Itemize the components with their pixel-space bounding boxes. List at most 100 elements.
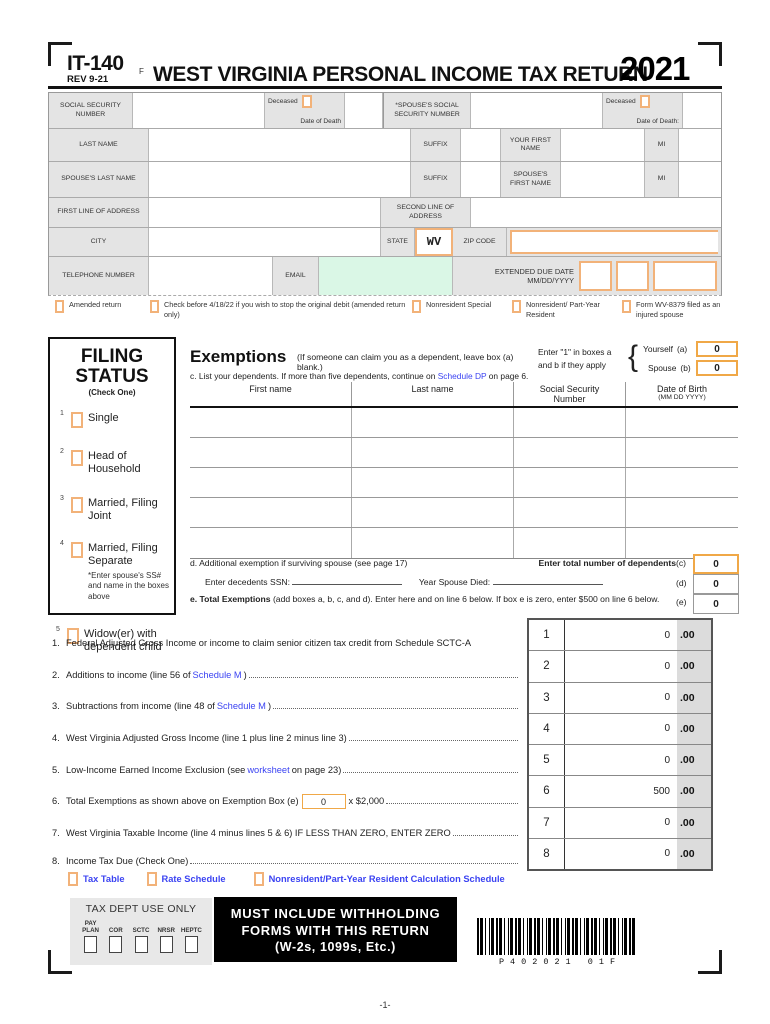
dependent-ssn-input[interactable]: [514, 437, 626, 467]
spouse-deceased-checkbox[interactable]: [639, 95, 650, 108]
spouse-label: Spouse: [648, 363, 677, 373]
line-e-text: (add boxes a, b, c, and d). Enter here a…: [272, 594, 660, 604]
cor-checkbox[interactable]: [109, 936, 123, 953]
exemption-a-input[interactable]: 0: [696, 341, 738, 357]
dependents-instruction-prefix: c. List your dependents. If more than fi…: [190, 371, 436, 381]
dependent-dob-input[interactable]: [626, 498, 738, 527]
dependent-first-name-input[interactable]: [190, 527, 352, 558]
tax-dept-use-only-box: TAX DEPT USE ONLY PAY PLAN COR SCTC NRSR…: [70, 898, 212, 965]
spouse-suffix-input[interactable]: [461, 162, 501, 197]
spouse-mi-input[interactable]: [679, 162, 721, 197]
line-7-amount-input[interactable]: 0: [664, 817, 670, 829]
option-number: 1: [60, 409, 64, 417]
sctc-checkbox[interactable]: [134, 936, 148, 953]
dependent-last-name-input[interactable]: [352, 407, 514, 437]
tax-table-option: Tax Table: [68, 872, 125, 886]
schedule-dp-link[interactable]: Schedule DP: [437, 371, 487, 381]
date-of-death-input[interactable]: [345, 93, 383, 128]
first-name-input[interactable]: [561, 129, 645, 161]
dependents-instruction: c. List your dependents. If more than fi…: [190, 371, 528, 381]
stop-debit-checkbox[interactable]: [150, 300, 159, 313]
date-of-death-label: Date of Death: [300, 118, 341, 125]
nonresident-calc-label: Nonresident/Part-Year Resident Calculati…: [268, 874, 505, 884]
spouse-first-name-input[interactable]: [561, 162, 645, 197]
amount-row-7: 7 0 .00: [529, 807, 711, 839]
dependent-ssn-input[interactable]: [514, 527, 626, 558]
decedent-ssn-input[interactable]: [292, 576, 403, 585]
heptc-checkbox[interactable]: [184, 936, 198, 953]
zip-input[interactable]: [510, 230, 718, 254]
dependent-ssn-input[interactable]: [514, 467, 626, 497]
line-8-amount-input[interactable]: 0: [664, 848, 670, 860]
tax-table-checkbox[interactable]: [68, 872, 78, 886]
part-year-resident-option: Nonresident/ Part-Year Resident: [512, 300, 618, 320]
single-checkbox[interactable]: [71, 411, 83, 428]
line-5-amount-input[interactable]: 0: [664, 754, 670, 766]
schedule-m-link[interactable]: Schedule M: [192, 670, 242, 680]
nrsr-checkbox[interactable]: [159, 936, 173, 953]
mi-input[interactable]: [679, 129, 721, 161]
dependent-last-name-input[interactable]: [352, 527, 514, 558]
injured-spouse-checkbox[interactable]: [622, 300, 631, 313]
dependent-first-name-input[interactable]: [190, 407, 352, 437]
spouse-last-name-input[interactable]: [149, 162, 411, 197]
last-name-input[interactable]: [149, 129, 411, 161]
dependent-last-name-input[interactable]: [352, 467, 514, 497]
worksheet-link[interactable]: worksheet: [247, 765, 290, 775]
address1-input[interactable]: [149, 198, 381, 227]
married-joint-checkbox[interactable]: [71, 497, 83, 514]
line-6-amount-input[interactable]: 500: [653, 785, 670, 797]
option-number: 5: [56, 625, 60, 633]
line-3-amount-input[interactable]: 0: [664, 692, 670, 704]
pay-plan-checkbox[interactable]: [84, 936, 98, 953]
line-1-amount-input[interactable]: 0: [664, 629, 670, 641]
spouse-ssn-label: *SPOUSE'S SOCIAL SECURITY NUMBER: [383, 93, 471, 128]
part-year-resident-checkbox[interactable]: [512, 300, 521, 313]
deceased-checkbox[interactable]: [301, 95, 312, 108]
exemption-d-input[interactable]: 0: [693, 574, 739, 594]
nonresident-special-checkbox[interactable]: [412, 300, 421, 313]
schedule-m-link[interactable]: Schedule M: [216, 701, 266, 711]
exemption-b-input[interactable]: 0: [696, 360, 738, 376]
dependent-first-name-input[interactable]: [190, 467, 352, 497]
suffix-input[interactable]: [461, 129, 501, 161]
dependent-first-name-input[interactable]: [190, 497, 352, 527]
line-2-amount-input[interactable]: 0: [664, 660, 670, 672]
extended-due-day-input[interactable]: [616, 261, 649, 291]
exemption-e-input[interactable]: 0: [693, 594, 739, 614]
state-input[interactable]: WV: [415, 228, 453, 256]
filing-status-title: FILING STATUS: [75, 346, 149, 387]
married-separate-checkbox[interactable]: [71, 542, 83, 559]
notice-line-2: FORMS WITH THIS RETURN: [241, 922, 430, 938]
nonresident-calc-checkbox[interactable]: [253, 872, 264, 886]
rate-schedule-checkbox[interactable]: [146, 872, 157, 886]
extended-due-year-input[interactable]: [653, 261, 717, 291]
exemption-c-input[interactable]: 0: [693, 554, 739, 574]
dependent-dob-input[interactable]: [626, 468, 738, 497]
city-label: CITY: [49, 228, 149, 256]
notice-line-1: MUST INCLUDE WITHHOLDING: [230, 905, 441, 921]
spouse-date-of-death-input[interactable]: [683, 93, 721, 128]
dependent-ssn-input[interactable]: [514, 407, 626, 437]
address2-input[interactable]: [471, 198, 721, 227]
dependent-first-name-input[interactable]: [190, 437, 352, 467]
amended-return-checkbox[interactable]: [55, 300, 64, 313]
head-of-household-checkbox[interactable]: [71, 449, 83, 466]
line-4-amount-input[interactable]: 0: [664, 723, 670, 735]
extended-due-month-input[interactable]: [579, 261, 612, 291]
dependent-last-name-input[interactable]: [352, 437, 514, 467]
dependent-dob-input[interactable]: [626, 408, 738, 437]
city-input[interactable]: [149, 228, 381, 256]
dependent-ssn-input[interactable]: [514, 497, 626, 527]
email-input[interactable]: [319, 257, 453, 295]
dependent-dob-input[interactable]: [626, 438, 738, 467]
year-spouse-died-input[interactable]: [492, 576, 603, 585]
spouse-ssn-input[interactable]: [471, 93, 603, 128]
line-d: d. Additional exemption if surviving spo…: [190, 558, 676, 568]
dependent-last-name-input[interactable]: [352, 497, 514, 527]
state-label: STATE: [381, 228, 415, 256]
ssn-input[interactable]: [133, 93, 265, 128]
widow-checkbox[interactable]: [67, 627, 79, 644]
exemption-count-input[interactable]: 0: [301, 794, 346, 809]
phone-input[interactable]: [149, 257, 273, 295]
